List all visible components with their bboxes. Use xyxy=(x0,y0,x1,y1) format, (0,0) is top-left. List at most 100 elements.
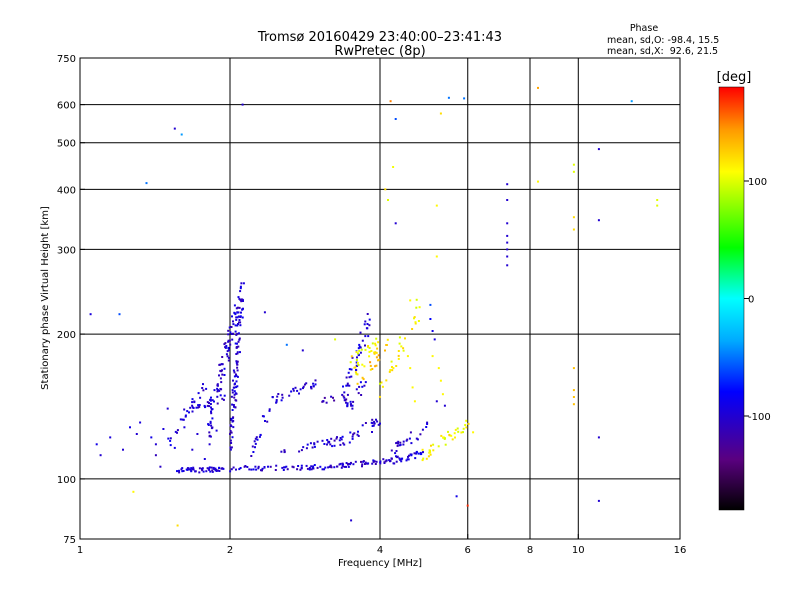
data-point xyxy=(406,355,409,358)
data-point xyxy=(313,464,316,466)
data-point xyxy=(455,495,458,498)
data-point xyxy=(506,264,509,267)
data-point xyxy=(233,390,236,393)
data-point xyxy=(312,385,315,388)
data-point xyxy=(235,374,238,377)
data-point xyxy=(236,360,239,363)
data-point xyxy=(209,420,212,423)
data-point xyxy=(302,446,305,449)
data-point xyxy=(292,466,295,469)
data-point xyxy=(444,437,446,440)
data-point xyxy=(388,459,391,462)
data-point xyxy=(396,456,399,459)
data-point xyxy=(432,443,435,446)
data-point xyxy=(359,381,362,384)
data-point xyxy=(348,462,351,465)
data-point xyxy=(443,404,446,407)
data-point xyxy=(213,400,215,403)
data-point xyxy=(346,384,349,387)
data-point xyxy=(314,383,317,386)
data-point xyxy=(330,437,333,440)
data-point xyxy=(441,393,444,396)
data-point xyxy=(361,463,364,466)
data-point xyxy=(209,399,212,402)
data-point xyxy=(235,468,237,471)
data-point xyxy=(351,356,354,359)
data-point xyxy=(233,375,236,378)
x-tick-label: 1 xyxy=(77,545,83,556)
data-point xyxy=(263,466,266,469)
data-point xyxy=(202,383,204,386)
data-point xyxy=(364,381,367,384)
data-point xyxy=(269,465,272,468)
data-point xyxy=(240,298,243,301)
data-point xyxy=(402,440,405,443)
data-point xyxy=(169,444,172,447)
data-point xyxy=(377,354,380,357)
data-point xyxy=(233,304,236,307)
data-point xyxy=(350,375,353,378)
data-point xyxy=(184,414,187,417)
data-point xyxy=(221,356,224,358)
data-point xyxy=(222,467,225,470)
data-point xyxy=(192,468,195,471)
data-point xyxy=(236,375,239,378)
data-point xyxy=(290,390,293,393)
data-point xyxy=(254,446,256,449)
data-point xyxy=(383,461,386,464)
data-point xyxy=(234,330,237,333)
data-point xyxy=(239,467,242,469)
data-point xyxy=(397,357,400,360)
data-point xyxy=(448,433,451,436)
data-point xyxy=(350,368,353,371)
data-point xyxy=(410,442,413,445)
data-point xyxy=(429,451,432,454)
data-point xyxy=(219,377,222,380)
data-point xyxy=(395,365,398,367)
data-point xyxy=(366,327,369,330)
data-point xyxy=(229,343,232,346)
data-point xyxy=(506,183,509,186)
data-point xyxy=(597,499,600,502)
data-point xyxy=(181,467,184,470)
data-point xyxy=(430,444,432,447)
data-point xyxy=(186,468,189,471)
data-point xyxy=(230,326,233,328)
data-point xyxy=(196,433,199,435)
data-point xyxy=(374,365,377,368)
data-point xyxy=(236,363,239,366)
data-point xyxy=(351,407,354,410)
data-point xyxy=(356,361,359,364)
data-point xyxy=(387,199,389,201)
data-point xyxy=(408,437,411,440)
data-point xyxy=(395,460,398,463)
data-point xyxy=(236,306,239,309)
data-point xyxy=(572,403,575,406)
data-point xyxy=(207,423,210,426)
data-point xyxy=(369,368,372,371)
data-point xyxy=(226,355,229,358)
data-point xyxy=(392,367,395,370)
data-point xyxy=(346,393,349,396)
data-point xyxy=(232,323,235,326)
data-point xyxy=(166,407,169,410)
data-point xyxy=(275,464,278,467)
data-point xyxy=(230,395,233,398)
data-point xyxy=(186,410,189,413)
data-point xyxy=(406,438,409,441)
data-point xyxy=(248,468,251,471)
data-point xyxy=(268,408,271,411)
data-point xyxy=(225,353,228,356)
data-point xyxy=(218,470,221,472)
data-point xyxy=(363,323,366,326)
data-point xyxy=(506,222,509,225)
data-point xyxy=(397,350,400,352)
stats-line-o: mean, sd,O: -98.4, 15.5 xyxy=(607,35,719,46)
data-point xyxy=(334,338,337,341)
stats-heading: Phase xyxy=(630,23,659,34)
data-point xyxy=(354,460,357,463)
data-point xyxy=(178,471,181,474)
data-point xyxy=(255,468,258,471)
data-point xyxy=(357,354,360,357)
data-point xyxy=(298,392,300,395)
